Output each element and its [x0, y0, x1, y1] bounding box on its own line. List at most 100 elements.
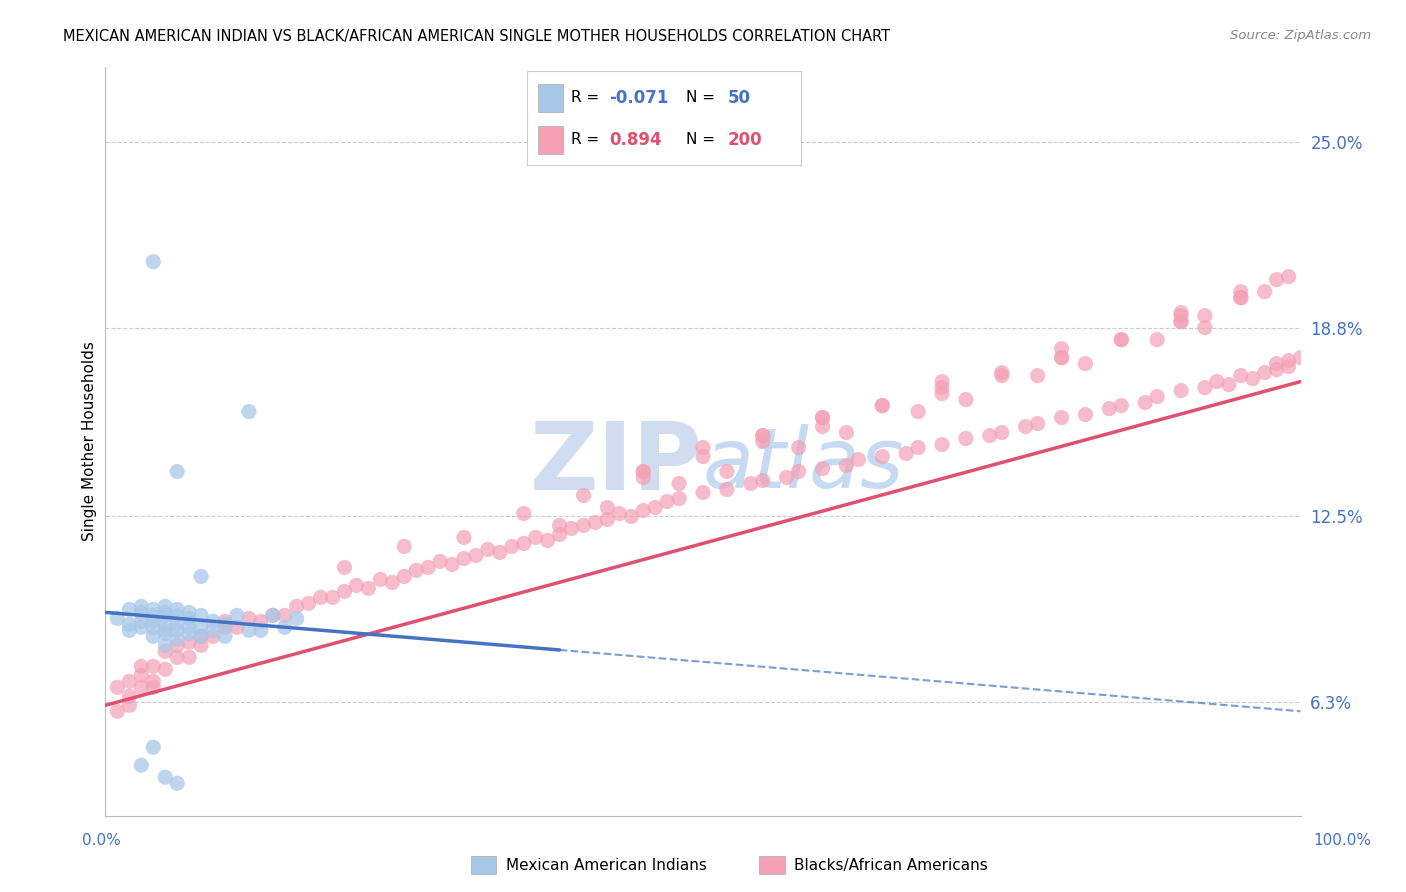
- Point: [381, 575, 404, 590]
- Point: [166, 650, 188, 665]
- Point: [1277, 359, 1299, 374]
- Point: [262, 608, 284, 623]
- Point: [1111, 333, 1133, 347]
- Point: [333, 560, 356, 574]
- Point: [153, 617, 177, 632]
- Point: [107, 704, 129, 718]
- Point: [633, 465, 655, 479]
- Point: [907, 404, 929, 418]
- Point: [202, 629, 225, 643]
- Point: [1074, 357, 1097, 371]
- Point: [214, 617, 236, 632]
- Point: [142, 608, 165, 623]
- Point: [142, 615, 165, 629]
- Point: [153, 770, 177, 784]
- Point: [1133, 395, 1156, 409]
- Point: [1170, 315, 1192, 329]
- Point: [142, 254, 165, 268]
- Point: [716, 465, 738, 479]
- Point: [1254, 366, 1277, 380]
- Point: [872, 399, 894, 413]
- Text: atlas: atlas: [703, 424, 904, 505]
- Point: [142, 659, 165, 673]
- Point: [1170, 315, 1192, 329]
- Point: [633, 503, 655, 517]
- Point: [811, 410, 834, 425]
- Point: [1265, 362, 1288, 376]
- Point: [931, 386, 953, 401]
- Point: [166, 602, 188, 616]
- Point: [202, 615, 225, 629]
- Point: [153, 662, 177, 676]
- Point: [368, 573, 391, 587]
- Point: [560, 521, 583, 535]
- Point: [129, 659, 153, 673]
- Point: [548, 527, 571, 541]
- Point: [740, 476, 762, 491]
- Point: [166, 465, 188, 479]
- Point: [1050, 410, 1073, 425]
- Point: [776, 470, 799, 484]
- Point: [787, 465, 810, 479]
- Point: [177, 620, 201, 634]
- Y-axis label: Single Mother Households: Single Mother Households: [82, 342, 97, 541]
- Point: [931, 381, 953, 395]
- Point: [1194, 309, 1216, 323]
- Point: [153, 644, 177, 658]
- Point: [107, 681, 129, 695]
- Point: [846, 452, 869, 467]
- Point: [177, 611, 201, 625]
- Text: MEXICAN AMERICAN INDIAN VS BLACK/AFRICAN AMERICAN SINGLE MOTHER HOUSEHOLDS CORRE: MEXICAN AMERICAN INDIAN VS BLACK/AFRICAN…: [63, 29, 890, 44]
- Point: [262, 608, 284, 623]
- Point: [585, 516, 607, 530]
- Point: [907, 441, 929, 455]
- Point: [1229, 291, 1251, 305]
- Point: [129, 620, 153, 634]
- Point: [118, 602, 141, 616]
- Point: [668, 476, 690, 491]
- Text: Source: ZipAtlas.com: Source: ZipAtlas.com: [1230, 29, 1371, 42]
- Text: ZIP: ZIP: [530, 418, 703, 510]
- Point: [536, 533, 558, 548]
- Point: [1229, 368, 1251, 383]
- Point: [118, 674, 141, 689]
- Point: [202, 624, 225, 638]
- Text: N =: N =: [686, 90, 720, 105]
- Point: [1289, 351, 1312, 365]
- Point: [118, 617, 141, 632]
- Point: [1170, 384, 1192, 398]
- Point: [225, 620, 249, 634]
- Point: [990, 368, 1012, 383]
- Point: [321, 591, 344, 605]
- Point: [129, 758, 153, 772]
- Point: [1277, 269, 1299, 284]
- Point: [190, 629, 212, 643]
- Text: -0.071: -0.071: [610, 88, 669, 106]
- Point: [166, 624, 188, 638]
- Point: [633, 470, 655, 484]
- Point: [751, 428, 773, 442]
- Point: [392, 540, 416, 554]
- Point: [142, 740, 165, 755]
- Point: [142, 602, 165, 616]
- Point: [333, 584, 356, 599]
- Point: [1218, 377, 1240, 392]
- Point: [835, 458, 858, 473]
- Point: [273, 620, 295, 634]
- Point: [644, 500, 666, 515]
- Point: [1170, 306, 1192, 320]
- Point: [166, 632, 188, 647]
- Point: [811, 410, 834, 425]
- Point: [811, 461, 834, 475]
- Point: [1229, 291, 1251, 305]
- Point: [716, 483, 738, 497]
- Point: [118, 698, 141, 713]
- Point: [1146, 390, 1168, 404]
- Point: [190, 620, 212, 634]
- Point: [548, 518, 571, 533]
- Point: [129, 668, 153, 682]
- Point: [190, 629, 212, 643]
- Point: [142, 620, 165, 634]
- Point: [655, 494, 678, 508]
- Point: [418, 560, 440, 574]
